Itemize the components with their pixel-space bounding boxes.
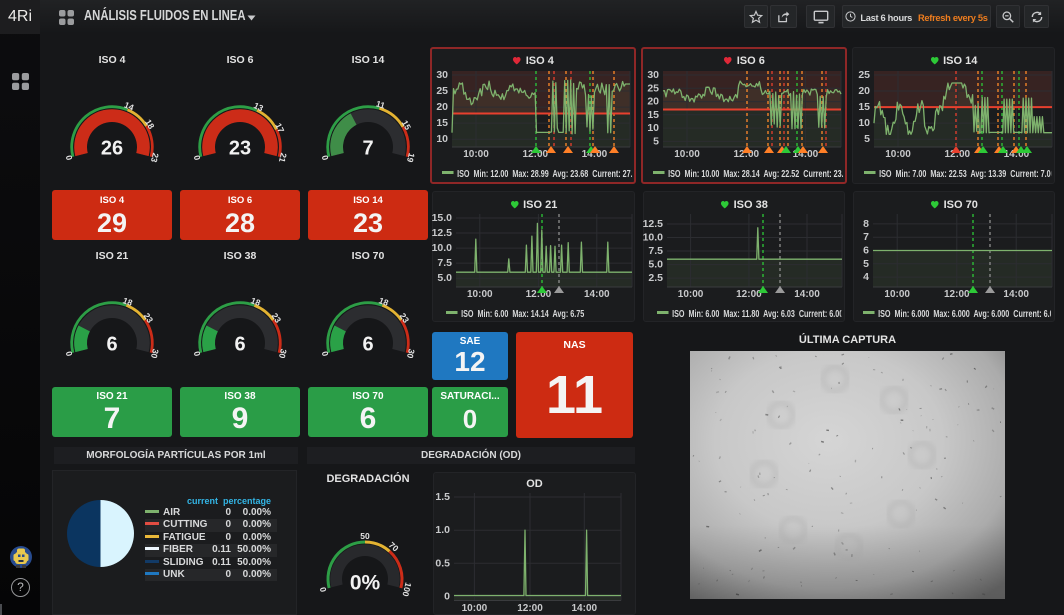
svg-text:6: 6 xyxy=(234,333,245,355)
svg-text:4: 4 xyxy=(863,271,869,283)
svg-text:5.0: 5.0 xyxy=(648,259,663,271)
svg-text:10: 10 xyxy=(858,117,870,129)
svg-text:100: 100 xyxy=(400,581,413,597)
svg-text:15.0: 15.0 xyxy=(432,212,453,224)
svg-text:23: 23 xyxy=(229,137,251,159)
svg-text:25: 25 xyxy=(647,82,659,94)
svg-text:0: 0 xyxy=(192,350,203,357)
svg-text:5: 5 xyxy=(863,258,869,270)
svg-text:50: 50 xyxy=(360,531,370,541)
svg-text:14:00: 14:00 xyxy=(584,289,610,300)
svg-text:10.0: 10.0 xyxy=(643,232,664,244)
svg-text:12:00: 12:00 xyxy=(526,289,552,300)
svg-text:14:00: 14:00 xyxy=(572,603,598,614)
svg-text:0%: 0% xyxy=(350,572,381,595)
svg-text:12:00: 12:00 xyxy=(945,149,971,160)
svg-text:20: 20 xyxy=(647,96,659,108)
svg-text:10: 10 xyxy=(647,122,659,134)
svg-text:15: 15 xyxy=(647,109,659,121)
svg-text:7.5: 7.5 xyxy=(437,257,452,269)
svg-text:5: 5 xyxy=(864,133,870,145)
svg-text:0: 0 xyxy=(192,154,203,161)
svg-text:14:00: 14:00 xyxy=(1004,149,1030,160)
svg-text:10:00: 10:00 xyxy=(678,289,704,300)
svg-text:7.5: 7.5 xyxy=(648,245,663,257)
svg-text:0: 0 xyxy=(320,350,331,357)
svg-text:10:00: 10:00 xyxy=(674,149,700,160)
svg-text:20: 20 xyxy=(436,101,448,113)
svg-text:2.5: 2.5 xyxy=(648,272,663,284)
svg-text:18: 18 xyxy=(249,295,262,308)
svg-text:1.5: 1.5 xyxy=(435,491,450,503)
svg-text:6: 6 xyxy=(106,333,117,355)
svg-text:10: 10 xyxy=(436,133,448,145)
svg-text:23: 23 xyxy=(149,152,161,164)
svg-text:6: 6 xyxy=(863,245,869,257)
svg-text:15: 15 xyxy=(400,118,414,131)
svg-text:10.0: 10.0 xyxy=(432,242,453,254)
svg-text:12:00: 12:00 xyxy=(517,603,543,614)
svg-text:12:00: 12:00 xyxy=(523,149,549,160)
svg-text:30: 30 xyxy=(149,348,161,360)
svg-text:1.0: 1.0 xyxy=(435,524,450,536)
svg-text:5.0: 5.0 xyxy=(437,272,452,284)
svg-text:17: 17 xyxy=(273,121,286,134)
svg-text:0.5: 0.5 xyxy=(435,557,450,569)
svg-text:14:00: 14:00 xyxy=(794,289,820,300)
svg-text:14:00: 14:00 xyxy=(793,149,819,160)
svg-text:0: 0 xyxy=(64,154,75,161)
svg-text:0: 0 xyxy=(318,586,329,593)
svg-text:26: 26 xyxy=(101,137,123,159)
svg-text:14: 14 xyxy=(123,100,136,113)
svg-text:13: 13 xyxy=(252,100,265,113)
svg-text:10:00: 10:00 xyxy=(462,603,488,614)
svg-text:0: 0 xyxy=(320,154,331,161)
svg-text:6: 6 xyxy=(362,333,373,355)
svg-text:10:00: 10:00 xyxy=(467,289,493,300)
svg-text:5: 5 xyxy=(653,135,659,147)
svg-text:0: 0 xyxy=(444,591,450,603)
svg-text:15: 15 xyxy=(858,101,870,113)
svg-text:30: 30 xyxy=(647,69,659,81)
svg-text:14:00: 14:00 xyxy=(582,149,608,160)
svg-text:12.5: 12.5 xyxy=(432,227,453,239)
svg-text:20: 20 xyxy=(858,85,870,97)
svg-text:30: 30 xyxy=(436,69,448,81)
svg-text:12:00: 12:00 xyxy=(944,289,970,300)
svg-text:12:00: 12:00 xyxy=(734,149,760,160)
svg-text:15: 15 xyxy=(436,117,448,129)
svg-text:18: 18 xyxy=(121,295,134,308)
svg-text:11: 11 xyxy=(375,99,387,111)
svg-text:7: 7 xyxy=(362,137,373,159)
svg-text:8: 8 xyxy=(863,218,869,230)
svg-text:25: 25 xyxy=(436,85,448,97)
svg-text:25: 25 xyxy=(858,69,870,81)
svg-text:14:00: 14:00 xyxy=(1003,289,1029,300)
svg-text:30: 30 xyxy=(277,348,289,360)
svg-text:30: 30 xyxy=(405,348,417,360)
svg-text:10:00: 10:00 xyxy=(463,149,489,160)
svg-text:10:00: 10:00 xyxy=(885,149,911,160)
svg-text:7: 7 xyxy=(863,231,869,243)
svg-text:10:00: 10:00 xyxy=(884,289,910,300)
svg-text:12.5: 12.5 xyxy=(643,218,664,230)
svg-text:0: 0 xyxy=(64,350,75,357)
svg-text:12:00: 12:00 xyxy=(736,289,762,300)
svg-text:18: 18 xyxy=(377,295,390,308)
svg-text:21: 21 xyxy=(277,152,289,164)
svg-text:19: 19 xyxy=(405,152,417,164)
